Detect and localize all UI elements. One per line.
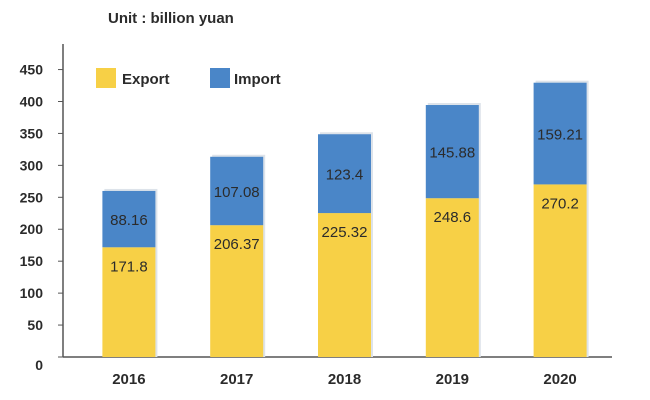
x-tick-label-2016: 2016	[112, 371, 145, 388]
y-tick-label-250: 250	[20, 189, 44, 205]
y-tick-label-200: 200	[20, 221, 44, 237]
y-tick-label-50: 50	[27, 317, 43, 333]
y-tick-label-450: 450	[20, 62, 44, 78]
bar-import-2020	[533, 82, 587, 185]
axes: 0 50 100 150 200 250 300 350 400 450 2016 2017 2018 2…	[20, 44, 612, 388]
y-tick-label-400: 400	[20, 93, 44, 109]
x-tick-label-2017: 2017	[220, 371, 253, 388]
y-tick-label-0: 0	[35, 357, 43, 373]
x-tick-label-2018: 2018	[328, 371, 361, 388]
bar-export-2016	[102, 247, 156, 357]
data-label-export-2016: 171.8	[110, 258, 148, 275]
bars	[102, 80, 589, 358]
unit-label: Unit : billion yuan	[108, 10, 234, 27]
bar-export-2017	[210, 225, 264, 357]
bar-import-2019	[425, 105, 479, 199]
data-label-import-2019: 145.88	[429, 145, 475, 162]
y-tick-label-350: 350	[20, 125, 44, 141]
legend-swatch-export	[96, 68, 116, 88]
data-labels: 171.8 88.16 206.37 107.08 225.32 123.4 248.6 14…	[110, 127, 583, 276]
legend-swatch-import	[210, 68, 230, 88]
bar-export-2019	[425, 198, 479, 357]
x-tick-label-2019: 2019	[436, 371, 469, 388]
bar-import-2018	[318, 134, 371, 214]
data-label-export-2018: 225.32	[322, 224, 368, 241]
data-label-import-2017: 107.08	[214, 184, 260, 201]
y-tick-label-100: 100	[20, 285, 44, 301]
bar-export-2020	[533, 184, 587, 357]
bar-export-2018	[318, 213, 371, 357]
legend-label-import: Import	[234, 71, 281, 88]
legend: Export Import	[96, 68, 281, 88]
y-tick-label-150: 150	[20, 253, 44, 269]
data-label-export-2019: 248.6	[434, 209, 472, 226]
data-label-export-2020: 270.2	[541, 195, 579, 212]
legend-label-export: Export	[122, 71, 170, 88]
data-label-export-2017: 206.37	[214, 236, 260, 253]
y-tick-label-300: 300	[20, 157, 44, 173]
data-label-import-2016: 88.16	[110, 212, 148, 229]
data-label-import-2020: 159.21	[537, 127, 583, 144]
bar-import-2016	[102, 190, 156, 248]
x-tick-label-2020: 2020	[543, 371, 576, 388]
bar-import-2017	[210, 156, 264, 226]
data-label-import-2018: 123.4	[326, 167, 364, 184]
